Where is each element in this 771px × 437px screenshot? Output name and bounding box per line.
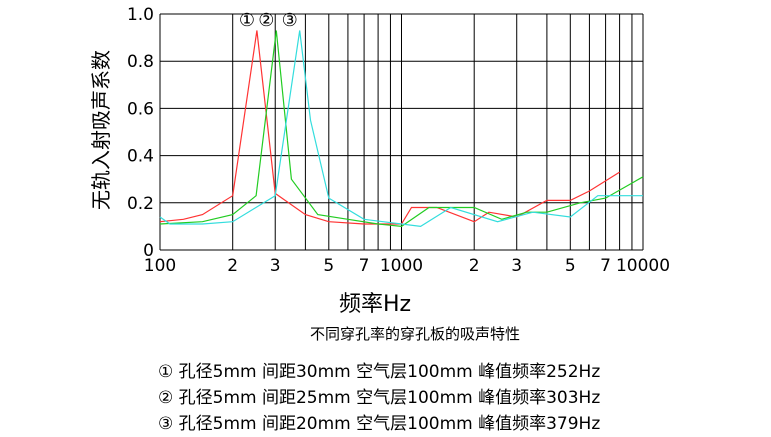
series-line-2 bbox=[159, 30, 644, 228]
y-axis-label: 无轨入射吸声系数 bbox=[89, 50, 113, 210]
series-line-3 bbox=[159, 30, 643, 228]
chart-grid bbox=[159, 13, 644, 251]
chart-series bbox=[159, 30, 644, 228]
x-axis-label: 频率Hz bbox=[338, 292, 412, 317]
chart-caption: 不同穿孔率的穿孔板的吸声特性 bbox=[309, 325, 520, 343]
y-tick-label-0: 0 bbox=[143, 241, 154, 261]
legend-entry-1: ① 孔径5mm 间距30mm 空气层100mm 峰值频率252Hz bbox=[158, 362, 601, 382]
x-tick-label-0: 100 bbox=[144, 256, 176, 276]
peak-annotation-2: ② bbox=[258, 10, 274, 31]
x-tick-label-9: 7 bbox=[600, 256, 611, 276]
x-tick-label-8: 5 bbox=[565, 256, 576, 276]
series-line-1 bbox=[159, 30, 620, 225]
y-tick-label-1: 0.2 bbox=[127, 194, 154, 214]
peak-annotation-3: ③ bbox=[282, 10, 298, 31]
x-tick-label-3: 5 bbox=[323, 256, 334, 276]
x-tick-label-7: 3 bbox=[511, 256, 522, 276]
x-tick-label-5: 1000 bbox=[380, 256, 423, 276]
y-tick-label-5: 1.0 bbox=[127, 5, 154, 25]
x-tick-label-6: 2 bbox=[469, 256, 480, 276]
legend-entry-3: ③ 孔径5mm 间距20mm 空气层100mm 峰值频率379Hz bbox=[158, 414, 601, 434]
x-tick-label-4: 7 bbox=[359, 256, 370, 276]
y-tick-label-2: 0.4 bbox=[127, 147, 154, 167]
x-tick-label-10: 10000 bbox=[616, 256, 670, 276]
x-tick-label-2: 3 bbox=[270, 256, 281, 276]
peak-annotation-1: ① bbox=[239, 10, 255, 31]
y-tick-label-3: 0.6 bbox=[127, 99, 154, 119]
legend-entry-2: ② 孔径5mm 间距25mm 空气层100mm 峰值频率303Hz bbox=[158, 388, 601, 408]
y-tick-label-4: 0.8 bbox=[127, 52, 154, 72]
x-tick-label-1: 2 bbox=[227, 256, 238, 276]
